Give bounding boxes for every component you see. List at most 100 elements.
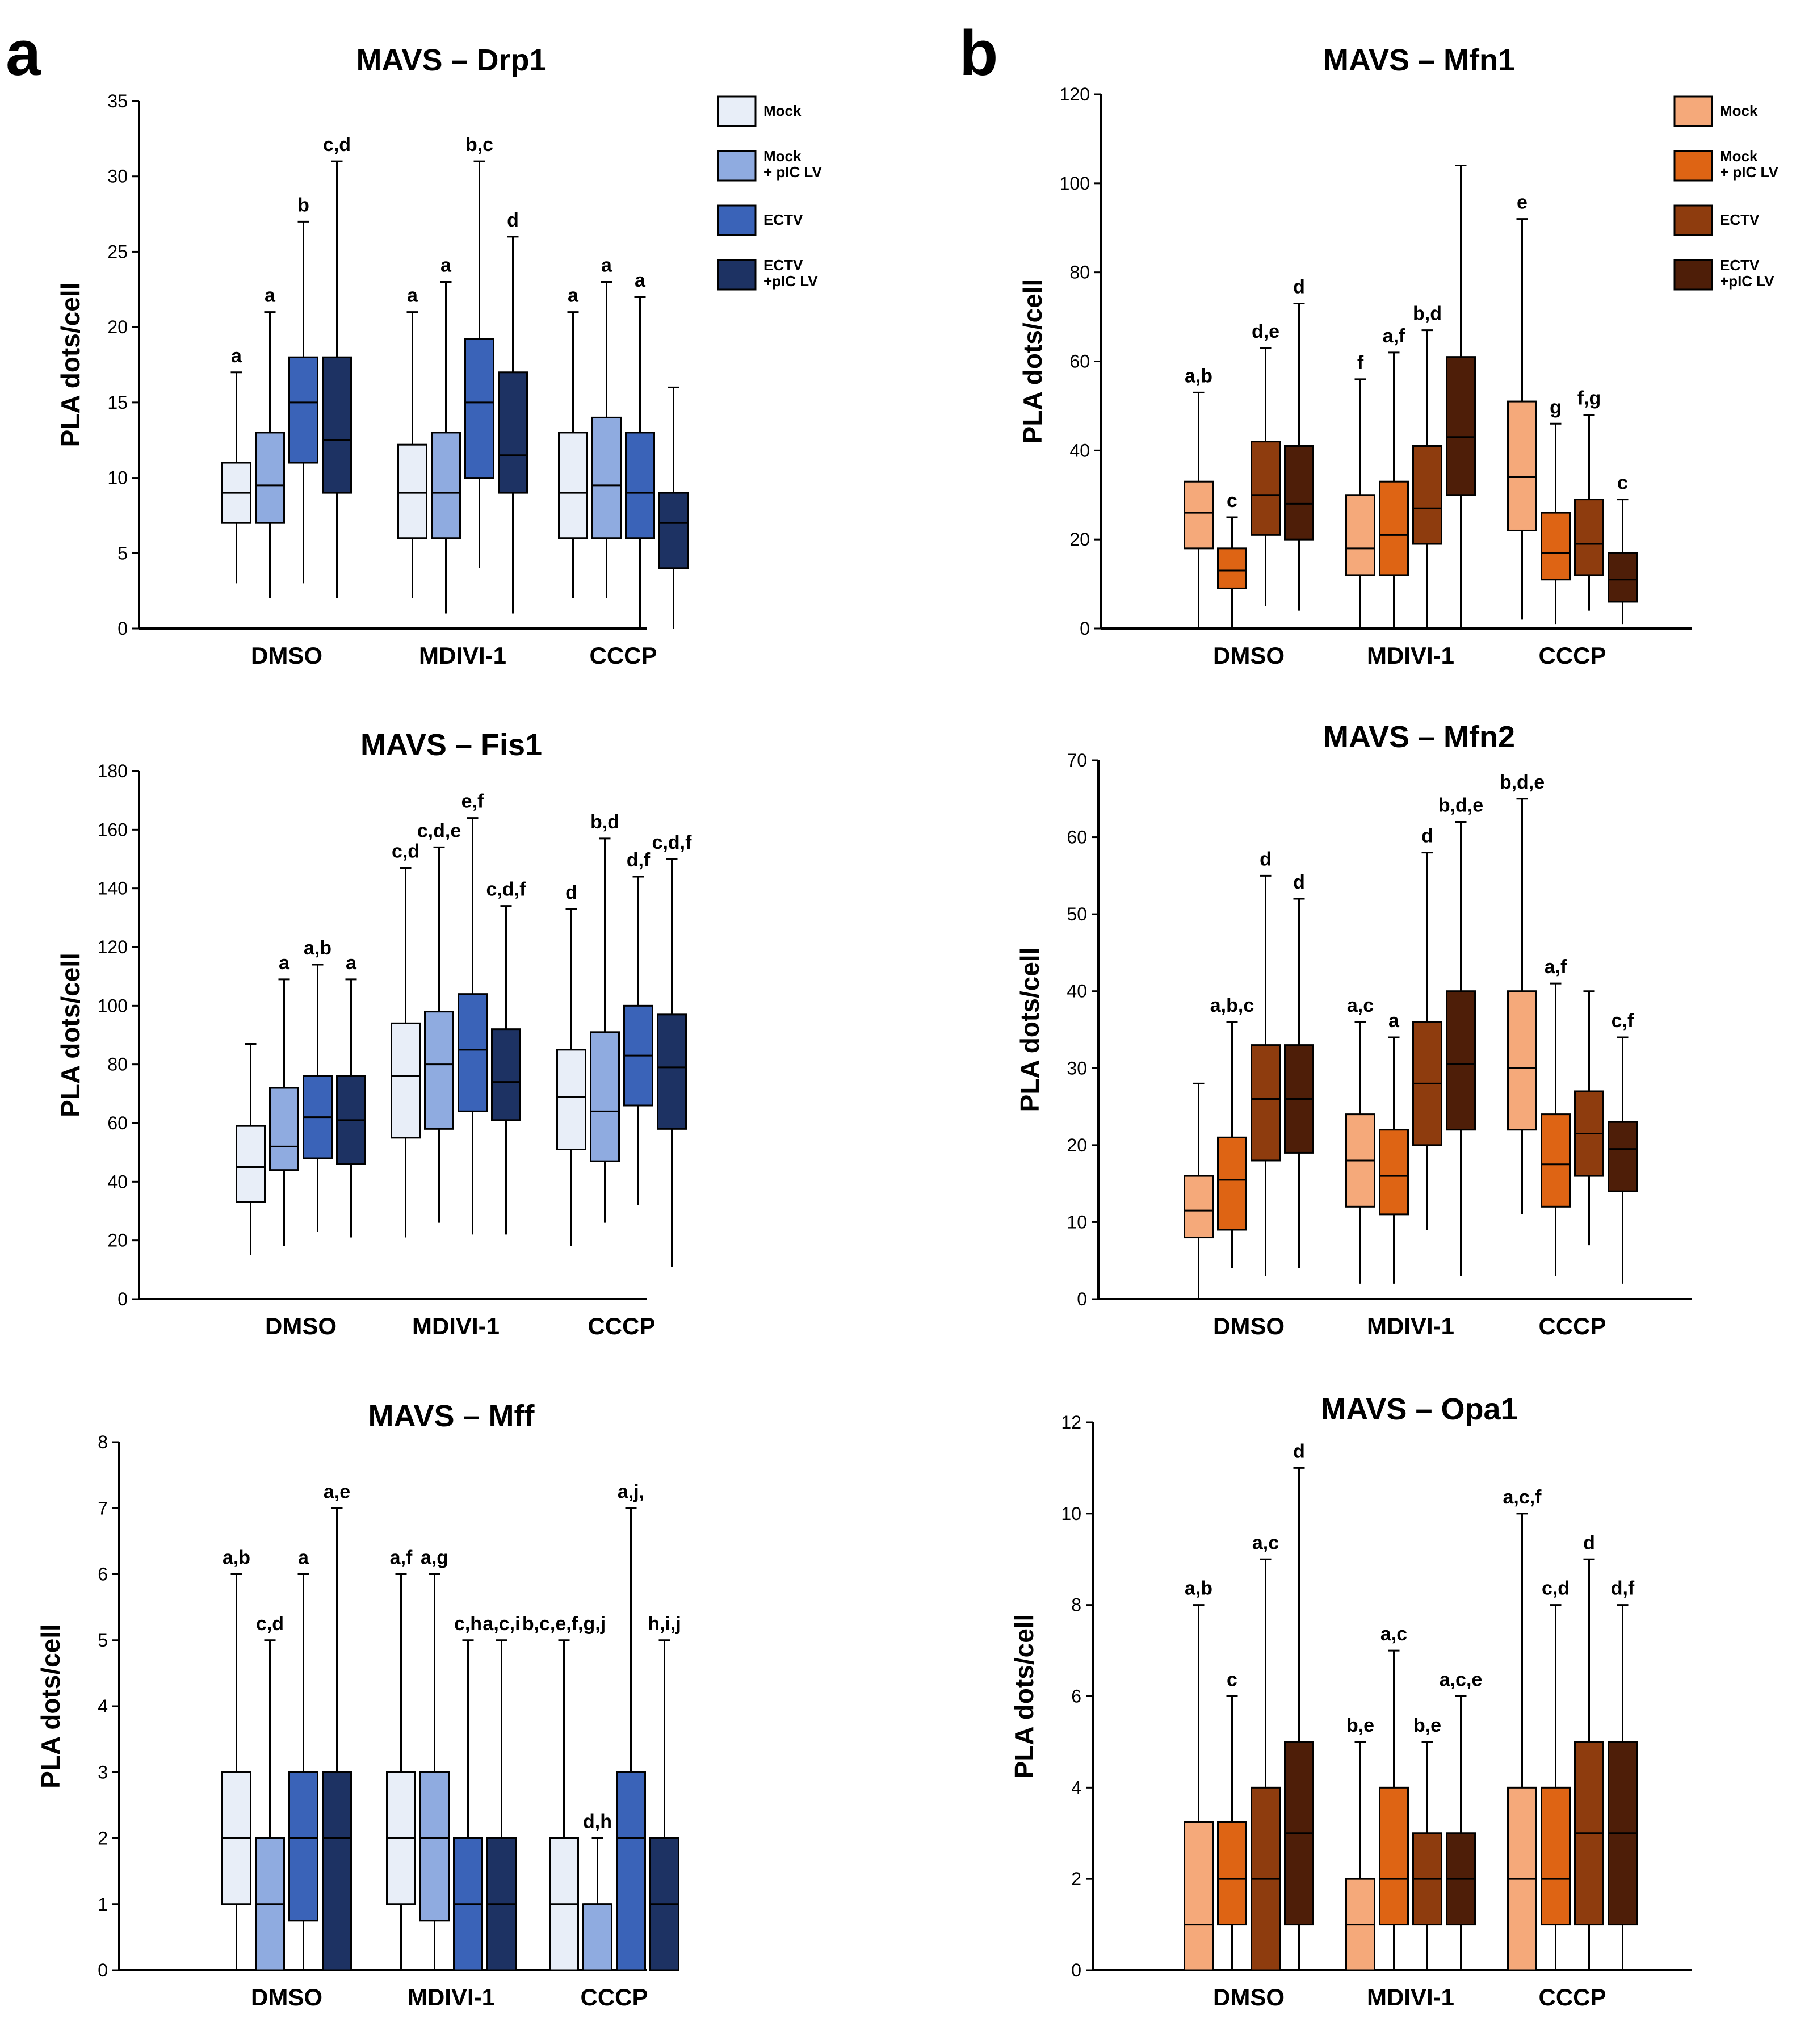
- y-axis-label: PLA dots/cell: [56, 953, 85, 1117]
- chart-title: MAVS – Drp1: [356, 43, 546, 77]
- box-mdivi-1-2: a,c: [1379, 1623, 1409, 1970]
- box-iqr: [391, 1022, 421, 1139]
- box-iqr: [1608, 552, 1638, 603]
- box-iqr: [1379, 480, 1409, 576]
- box-cccp-3: d: [1574, 1532, 1604, 1970]
- significance-label: c,d,e: [417, 820, 461, 841]
- box-iqr: [397, 443, 427, 539]
- box-cccp-1: b,c,e,f,g,j: [522, 1613, 606, 1971]
- y-tick-label: 10: [107, 468, 128, 488]
- significance-label: c: [1617, 472, 1628, 494]
- significance-label: b,c,e,f,g,j: [522, 1613, 606, 1635]
- significance-label: a,j,: [618, 1481, 644, 1502]
- y-tick-label: 120: [98, 937, 128, 957]
- y-axis-label: PLA dots/cell: [1009, 1614, 1039, 1779]
- y-tick-label: 4: [98, 1696, 108, 1716]
- significance-label: a: [635, 270, 646, 291]
- significance-label: d: [1421, 826, 1433, 847]
- box-iqr: [1217, 1821, 1247, 1926]
- significance-label: a,e: [324, 1481, 350, 1502]
- box-cccp-2: d,h: [582, 1811, 612, 1971]
- significance-label: c,d: [323, 134, 351, 156]
- legend-swatch: [717, 95, 757, 127]
- box-mdivi-1-3: c,h: [453, 1613, 483, 1971]
- significance-label: b,d,e: [1500, 772, 1545, 793]
- y-tick-label: 25: [107, 241, 128, 262]
- box-mdivi-1-4: d: [498, 210, 528, 614]
- significance-label: d,f: [627, 849, 651, 871]
- significance-label: b,d: [1413, 303, 1442, 325]
- legend-swatch: [1673, 259, 1713, 291]
- significance-label: e,f: [461, 791, 484, 812]
- significance-label: a,c: [1347, 995, 1374, 1016]
- box-cccp-2: c,d: [1541, 1578, 1571, 1970]
- legend-swatch: [717, 204, 757, 236]
- legend-swatch: [1673, 95, 1713, 127]
- box-mdivi-1-2: a,f: [1379, 325, 1409, 629]
- significance-label: a,c,e: [1440, 1669, 1483, 1691]
- y-tick-label: 80: [107, 1054, 128, 1075]
- y-tick-label: 8: [98, 1432, 108, 1452]
- box-iqr: [1217, 547, 1247, 589]
- significance-label: a,b: [1185, 1578, 1212, 1599]
- box-iqr: [1412, 445, 1442, 545]
- significance-label: b,d,e: [1438, 794, 1483, 816]
- significance-label: d: [507, 210, 519, 231]
- significance-label: a,b: [1185, 365, 1212, 387]
- box-iqr: [498, 371, 528, 494]
- y-axis-label: PLA dots/cell: [36, 1624, 65, 1789]
- box-mdivi-1-4: a,c,e: [1440, 1669, 1483, 1970]
- box-dmso-1: a: [221, 345, 251, 584]
- significance-label: a: [279, 952, 290, 974]
- y-tick-label: 180: [98, 761, 128, 781]
- significance-label: c: [1227, 490, 1237, 512]
- box-dmso-4: d: [1284, 1440, 1314, 1970]
- box-iqr: [625, 432, 655, 539]
- significance-label: a,b: [223, 1547, 250, 1569]
- box-cccp-3: a: [625, 270, 655, 629]
- y-tick-label: 1: [98, 1894, 108, 1915]
- significance-label: d: [1293, 1440, 1305, 1462]
- y-tick-label: 40: [1067, 981, 1087, 1002]
- box-iqr: [1379, 1129, 1409, 1216]
- box-cccp-3: a,j,: [616, 1481, 646, 1971]
- significance-label: a,c,f: [1503, 1486, 1542, 1508]
- significance-label: b: [297, 194, 309, 216]
- x-category-label: CCCP: [580, 1984, 648, 2011]
- legend-label-line: + pIC LV: [1720, 164, 1778, 181]
- box-dmso-3: d,e: [1251, 321, 1281, 606]
- y-tick-label: 30: [1067, 1058, 1087, 1078]
- chart-title: MAVS – Opa1: [1320, 1392, 1517, 1426]
- box-dmso-1: a,b: [1184, 365, 1214, 629]
- legend-swatch: [717, 150, 757, 182]
- box-iqr: [1574, 499, 1604, 576]
- legend-label-line: ECTV: [1720, 257, 1760, 274]
- box-cccp-4: d,f: [1608, 1578, 1638, 1970]
- box-iqr: [1541, 512, 1571, 581]
- y-tick-label: 70: [1067, 750, 1087, 770]
- significance-label: b,d: [590, 811, 619, 833]
- legend-label: Mock + pIC LV: [763, 148, 822, 181]
- significance-label: c,d: [256, 1613, 284, 1635]
- significance-label: d,f: [1611, 1578, 1635, 1599]
- significance-label: a,c: [1252, 1532, 1279, 1553]
- y-tick-label: 4: [1071, 1777, 1081, 1798]
- significance-label: c,d: [1542, 1578, 1570, 1599]
- box-iqr: [236, 1125, 266, 1203]
- box-iqr: [424, 1011, 454, 1130]
- y-tick-label: 40: [1069, 440, 1090, 460]
- box-mdivi-1-3: b,e: [1412, 1715, 1442, 1970]
- box-mdivi-1-2: a: [1379, 1010, 1409, 1284]
- box-iqr: [288, 356, 318, 464]
- box-mdivi-1-1: c,d: [391, 841, 421, 1238]
- significance-label: g: [1550, 396, 1562, 418]
- y-tick-label: 140: [98, 878, 128, 899]
- box-dmso-3: a,b: [303, 937, 333, 1232]
- y-tick-label: 0: [118, 618, 128, 639]
- chart-4: MAVS – Mfn1 PLA dots/cell 0 20 40 60 80 100 120 D…: [1018, 43, 1778, 669]
- significance-label: b,c: [465, 134, 493, 156]
- box-iqr: [558, 432, 588, 539]
- box-iqr: [1217, 1136, 1247, 1231]
- box-iqr: [556, 1049, 586, 1151]
